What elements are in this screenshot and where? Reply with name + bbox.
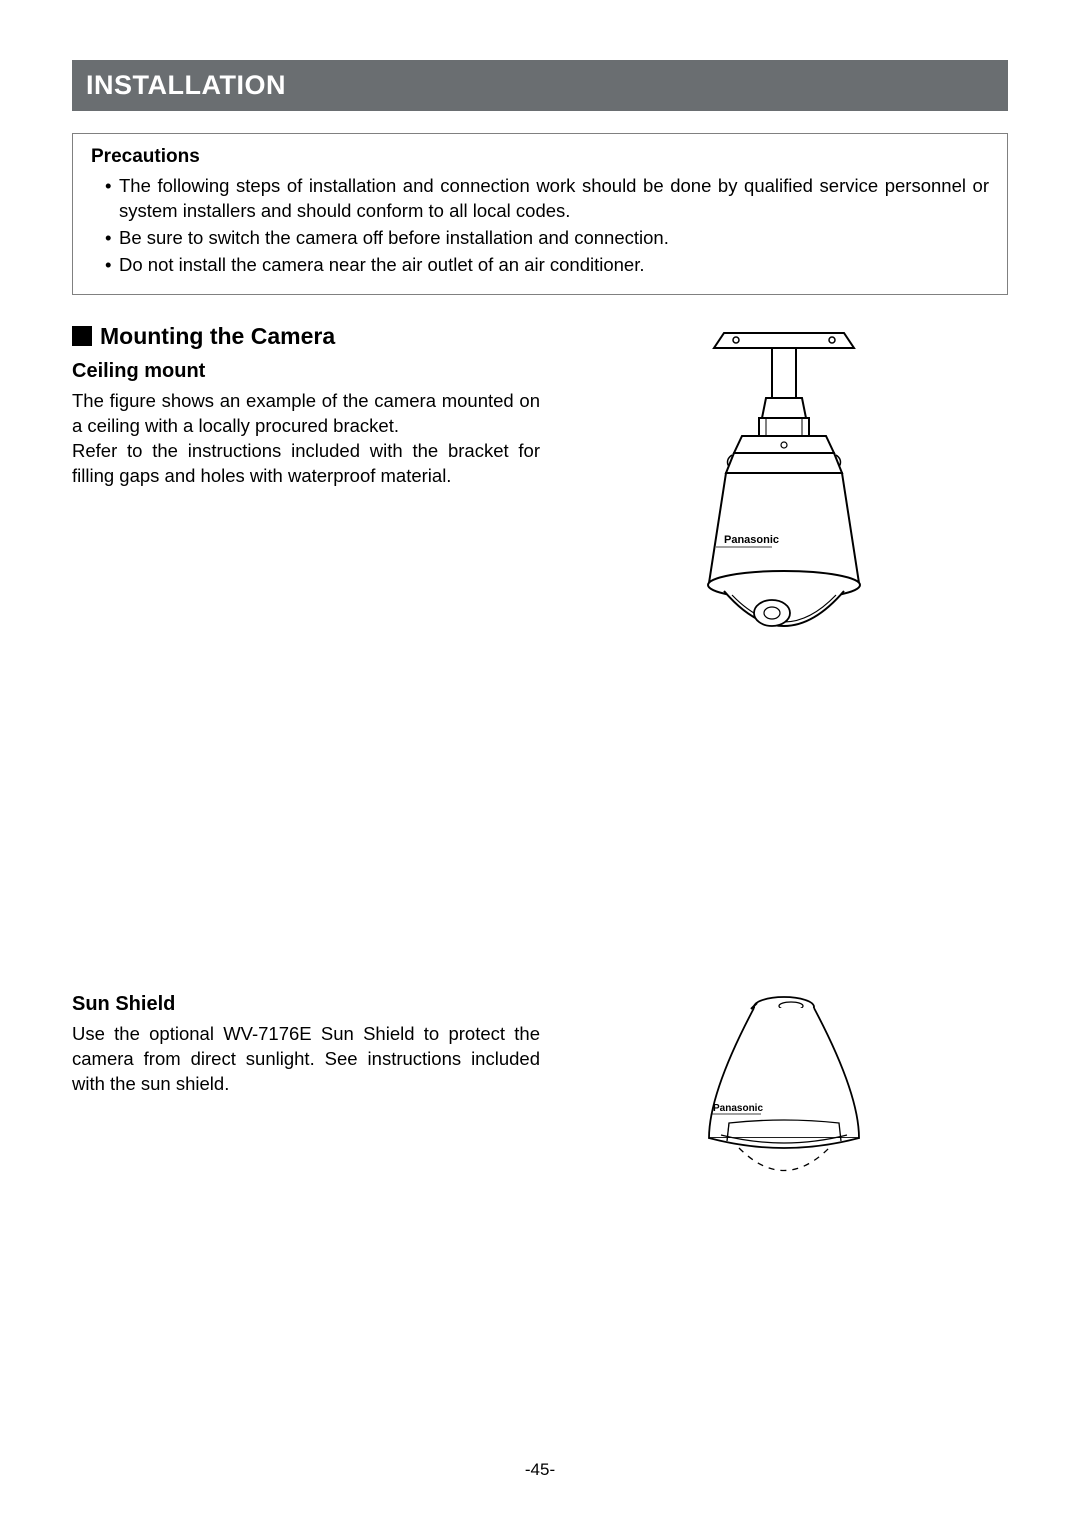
square-bullet-icon bbox=[72, 326, 92, 346]
mounting-heading: Mounting the Camera bbox=[72, 323, 540, 350]
sunshield-body-text: Use the optional WV-7176E Sun Shield to … bbox=[72, 1022, 540, 1097]
ceiling-text-column: Mounting the Camera Ceiling mount The fi… bbox=[72, 323, 540, 653]
title-bar-inner: INSTALLATION bbox=[78, 64, 1002, 105]
mounting-heading-text: Mounting the Camera bbox=[100, 323, 335, 350]
brand-label: Panasonic bbox=[713, 1103, 763, 1114]
sun-shield-section: Sun Shield Use the optional WV-7176E Sun… bbox=[72, 993, 1008, 1203]
page-title: INSTALLATION bbox=[86, 70, 286, 100]
sunshield-text-column: Sun Shield Use the optional WV-7176E Sun… bbox=[72, 993, 540, 1203]
sunshield-sub-heading: Sun Shield bbox=[72, 993, 540, 1016]
title-bar: INSTALLATION bbox=[72, 60, 1008, 111]
sunshield-image-column: Panasonic bbox=[560, 993, 1008, 1203]
precautions-box: Precautions The following steps of insta… bbox=[72, 133, 1008, 295]
camera-mounted-illustration: Panasonic bbox=[654, 323, 914, 653]
precautions-list: The following steps of installation and … bbox=[91, 174, 989, 278]
ceiling-mount-section: Mounting the Camera Ceiling mount The fi… bbox=[72, 323, 1008, 653]
page-number: -45- bbox=[0, 1460, 1080, 1480]
ceiling-image-column: Panasonic bbox=[560, 323, 1008, 653]
page-container: INSTALLATION Precautions The following s… bbox=[0, 0, 1080, 1526]
ceiling-body-text: The figure shows an example of the camer… bbox=[72, 389, 540, 489]
brand-label: Panasonic bbox=[724, 534, 779, 546]
precautions-heading: Precautions bbox=[91, 146, 989, 168]
precaution-item: Do not install the camera near the air o… bbox=[105, 253, 989, 278]
sun-shield-illustration: Panasonic bbox=[679, 993, 889, 1203]
precaution-item: Be sure to switch the camera off before … bbox=[105, 226, 989, 251]
ceiling-sub-heading: Ceiling mount bbox=[72, 360, 540, 383]
precaution-item: The following steps of installation and … bbox=[105, 174, 989, 224]
